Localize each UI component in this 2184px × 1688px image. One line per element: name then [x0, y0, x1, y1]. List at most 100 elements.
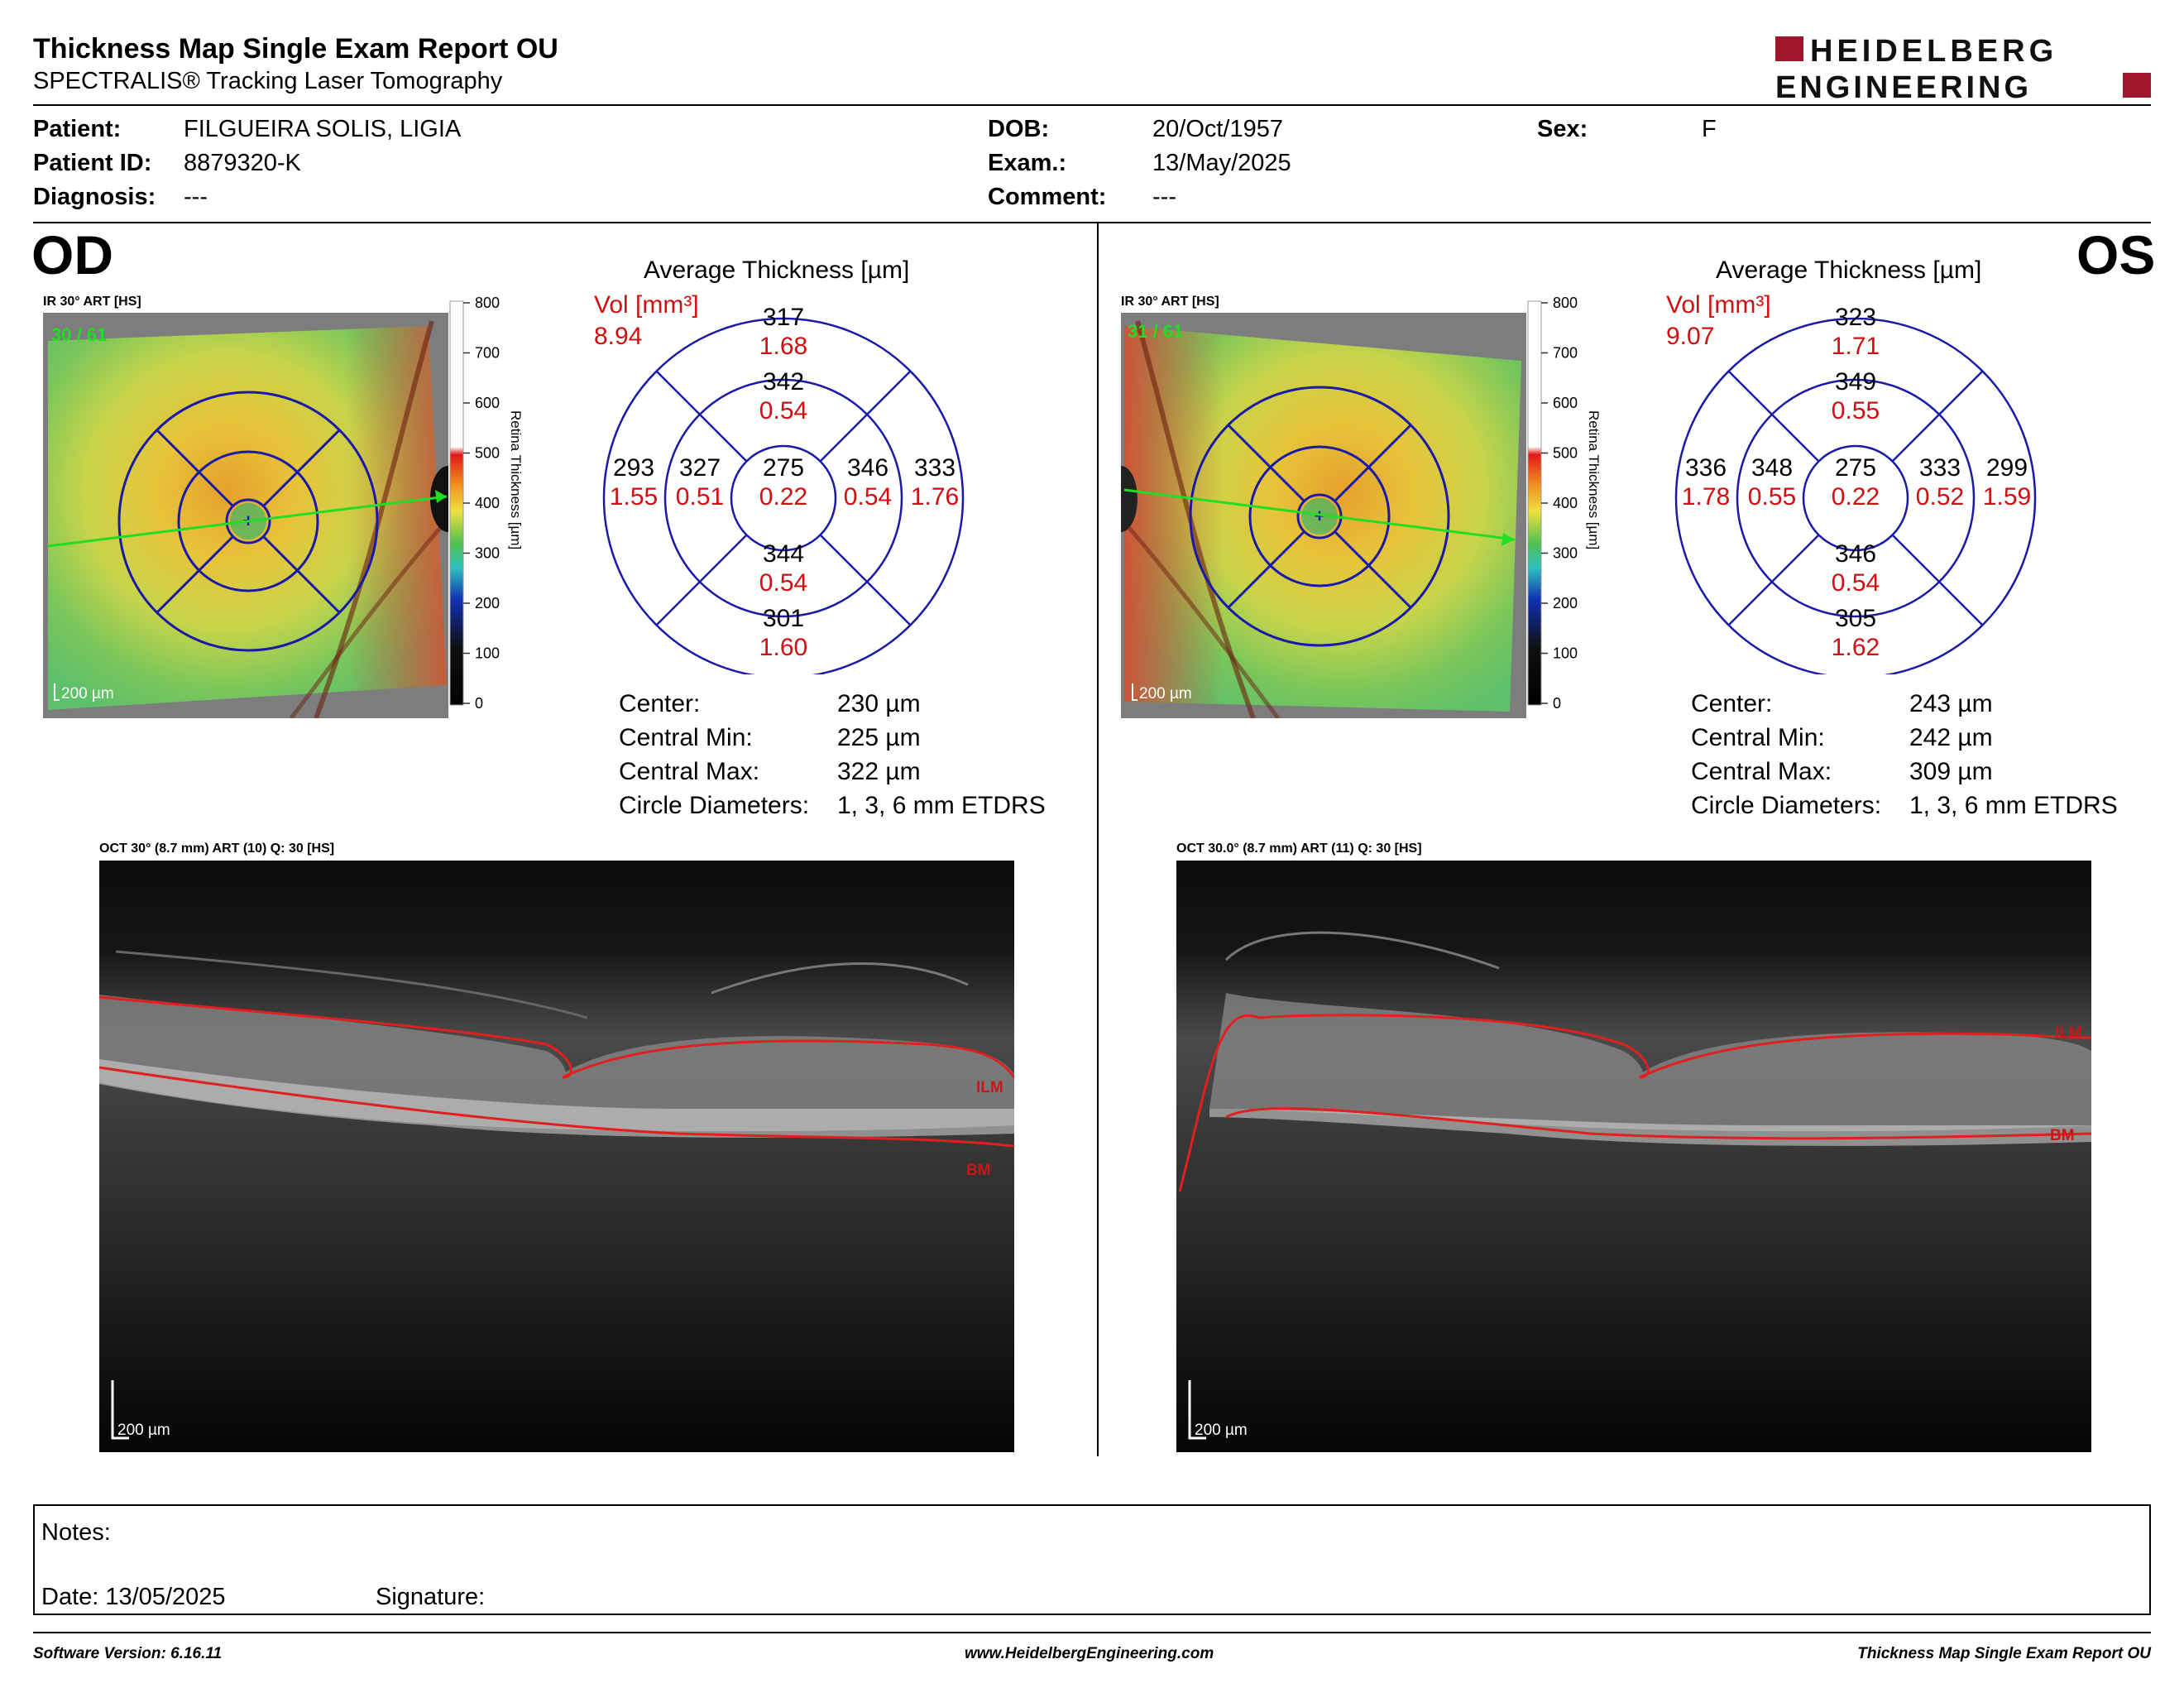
heidelberg-logo: HEIDELBERG ENGINEERING [1775, 34, 2151, 103]
notes-label: Notes: [41, 1519, 111, 1546]
os-oct-scalebar [1188, 1380, 1206, 1440]
dob-label: DOB: [988, 116, 1050, 142]
patient-name: FILGUEIRA SOLIS, LIGIA [184, 116, 462, 142]
os-oct-bscan: ILM BM 200 µm [1176, 861, 2091, 1452]
notes-box[interactable]: Notes: Date: 13/05/2025 Signature: [33, 1504, 2151, 1615]
od-vol-label: Vol [mm³] [594, 291, 699, 319]
od-center-volume: 0.22 [759, 483, 807, 511]
os-outer-superior-volume: 1.71 [1832, 333, 1880, 360]
os-center-value: 243 µm [1909, 690, 1993, 717]
os-oct-label: OCT 30.0° (8.7 mm) ART (11) Q: 30 [HS] [1176, 842, 1422, 856]
od-outer-nasal-volume: 1.76 [911, 483, 959, 511]
od-outer-superior-thickness: 317 [763, 304, 804, 331]
od-inner-nasal-volume: 0.54 [844, 483, 892, 511]
logo-text-engineering: ENGINEERING [1775, 70, 2032, 103]
od-vol-total: 8.94 [594, 323, 643, 350]
os-outer-superior-thickness: 323 [1835, 304, 1876, 331]
os-vol-total: 9.07 [1666, 323, 1715, 350]
od-scale-tick-label: 0 [475, 695, 483, 712]
header-divider [33, 104, 2151, 106]
od-map-etdrs-grid [117, 391, 379, 652]
os-scale-tick-label: 600 [1553, 395, 1578, 411]
os-scale-title: Retina Thickness [µm] [1586, 410, 1602, 549]
od-outer-temporal-thickness: 293 [613, 454, 654, 482]
od-oct-bscan: ILM BM 200 µm [99, 861, 1014, 1452]
os-outer-nasal-volume: 1.59 [1983, 483, 2031, 511]
os-inner-nasal-thickness: 333 [1919, 454, 1961, 482]
os-scale-tick-label: 400 [1553, 495, 1578, 511]
od-etdrs-chart: 317 1.68 342 0.54 293 1.55 327 0.51 275 … [602, 304, 965, 674]
od-outer-nasal-thickness: 333 [914, 454, 956, 482]
os-scale-tick-label: 300 [1553, 545, 1578, 562]
od-center-thickness: 275 [763, 454, 804, 482]
od-ilm-line [99, 995, 1014, 1079]
os-oct-scale: 200 µm [1195, 1422, 1248, 1439]
os-center-volume: 0.22 [1832, 483, 1880, 511]
os-color-scale: 800 700 600 500 400 300 200 100 0 Retina Thickne… [1527, 295, 1602, 712]
od-ilm-label: ILM [976, 1079, 1003, 1096]
os-max-value: 309 µm [1909, 758, 1993, 785]
footer-website[interactable]: www.HeidelbergEngineering.com [965, 1645, 1214, 1662]
od-thickness-map: + 30 / 61 200 µm [43, 313, 448, 718]
od-map-scale: 200 µm [61, 685, 114, 703]
os-ir-label: IR 30° ART [HS] [1121, 295, 1219, 309]
diagnosis-label: Diagnosis: [33, 184, 156, 210]
os-inner-nasal-volume: 0.52 [1916, 483, 1964, 511]
os-diam-value: 1, 3, 6 mm ETDRS [1909, 792, 2118, 819]
signature-label: Signature: [376, 1584, 486, 1610]
patient-id: 8879320-K [184, 150, 301, 176]
os-inner-temporal-thickness: 348 [1751, 454, 1793, 482]
exam-label: Exam.: [988, 150, 1067, 176]
os-diam-label: Circle Diameters: [1691, 792, 1882, 819]
comment-label: Comment: [988, 184, 1107, 210]
footer-report-name: Thickness Map Single Exam Report OU [1857, 1645, 2151, 1662]
od-inner-inferior-volume: 0.54 [759, 569, 807, 597]
os-ilm-line [1178, 1014, 2091, 1192]
od-center-value: 230 µm [837, 690, 921, 717]
eye-divider [1097, 223, 1099, 1456]
sex-value: F [1702, 116, 1717, 142]
os-center-label: Center: [1691, 690, 1773, 717]
os-scan-line [1123, 488, 1516, 541]
od-scan-line [47, 495, 448, 548]
od-scale-tick-label: 400 [475, 495, 500, 511]
os-bm-label: BM [2050, 1127, 2075, 1144]
patient-id-label: Patient ID: [33, 150, 152, 176]
os-vol-label: Vol [mm³] [1666, 291, 1771, 319]
sex-label: Sex: [1537, 116, 1588, 142]
od-max-label: Central Max: [619, 758, 760, 785]
os-outer-nasal-thickness: 299 [1986, 454, 2028, 482]
os-inner-temporal-volume: 0.55 [1748, 483, 1796, 511]
od-diam-label: Circle Diameters: [619, 792, 810, 819]
od-min-value: 225 µm [837, 724, 921, 751]
os-frame-count: 31 / 61 [1128, 321, 1183, 342]
logo-text-heidelberg: HEIDELBERG [1810, 34, 2057, 69]
od-oct-scalebar [111, 1380, 129, 1440]
od-inner-temporal-volume: 0.51 [676, 483, 724, 511]
od-max-value: 322 µm [837, 758, 921, 785]
os-scale-tick-label: 200 [1553, 595, 1578, 611]
os-inner-inferior-volume: 0.54 [1832, 569, 1880, 597]
os-inner-superior-volume: 0.55 [1832, 397, 1880, 424]
od-ir-label: IR 30° ART [HS] [43, 295, 141, 309]
report-title: Thickness Map Single Exam Report OU [33, 33, 558, 65]
os-map-scale: 200 µm [1139, 685, 1192, 703]
od-min-label: Central Min: [619, 724, 753, 751]
report-subtitle: SPECTRALIS® Tracking Laser Tomography [33, 68, 503, 94]
os-bm-line [1225, 1107, 2091, 1140]
os-outer-temporal-volume: 1.78 [1682, 483, 1730, 511]
od-oct-scale: 200 µm [117, 1422, 170, 1439]
od-inner-temporal-thickness: 327 [679, 454, 721, 482]
od-outer-temporal-volume: 1.55 [610, 483, 658, 511]
od-center-label: Center: [619, 690, 701, 717]
footer-divider [33, 1632, 2151, 1633]
od-scale-tick-label: 800 [475, 295, 500, 311]
od-oct-label: OCT 30° (8.7 mm) ART (10) Q: 30 [HS] [99, 842, 335, 856]
os-scale-tick-label: 100 [1553, 645, 1578, 662]
os-thickness-map: + 31 / 61 200 µm [1121, 313, 1526, 718]
od-avg-title: Average Thickness [µm] [644, 257, 910, 284]
date-label: Date: 13/05/2025 [41, 1584, 226, 1610]
od-outer-superior-volume: 1.68 [759, 333, 807, 360]
os-outer-inferior-volume: 1.62 [1832, 634, 1880, 661]
od-bm-label: BM [966, 1162, 991, 1179]
